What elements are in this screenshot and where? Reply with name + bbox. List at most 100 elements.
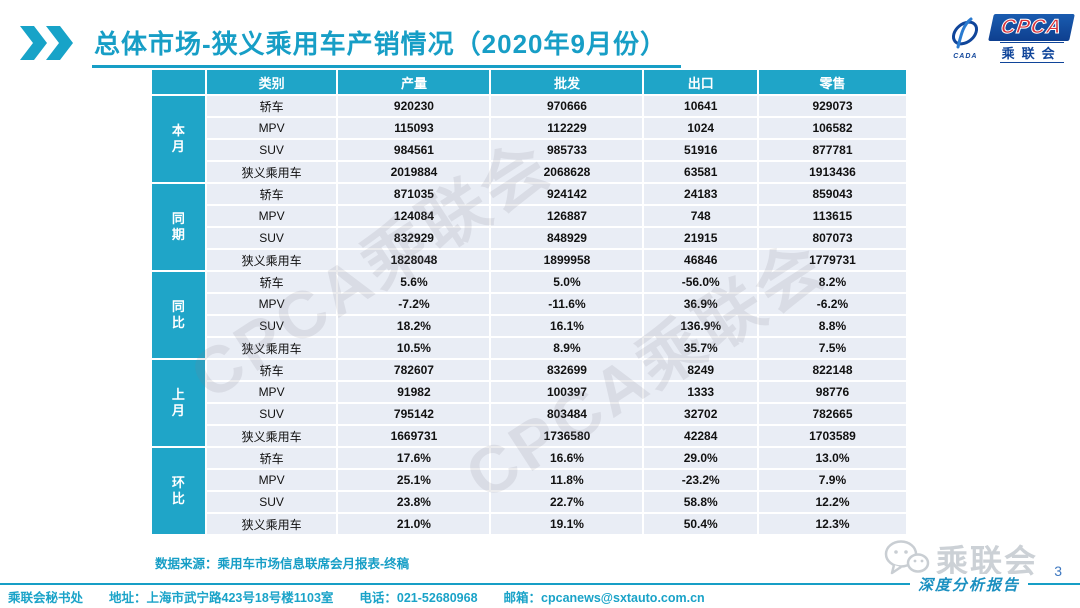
value-cell: 91982: [338, 382, 490, 402]
value-cell: 24183: [644, 184, 757, 204]
cpca-acronym-badge: CPCA: [988, 14, 1075, 41]
footer-org: 乘联会秘书处: [8, 591, 84, 605]
value-cell: 1779731: [758, 250, 906, 270]
value-cell: 5.0%: [491, 272, 643, 292]
value-cell: 98776: [758, 382, 906, 402]
value-cell: 16.1%: [491, 316, 643, 336]
value-cell: 782607: [338, 360, 490, 380]
column-header-wholesale: 批发: [491, 70, 643, 94]
report-series-label: 深度分析报告: [909, 574, 1028, 595]
cpca-acronym: CPCA: [999, 16, 1064, 39]
value-cell: 19.1%: [491, 514, 643, 534]
value-cell: 13.0%: [758, 448, 906, 468]
value-cell: -56.0%: [644, 272, 757, 292]
value-cell: -7.2%: [338, 294, 490, 314]
cpca-emblem-subtext: CADA: [953, 53, 978, 60]
value-cell: 2019884: [338, 162, 490, 182]
table-row: 狭义乘用车 10.5% 8.9% 35.7% 7.5%: [152, 338, 906, 358]
table-row: SUV 832929 848929 21915 807073: [152, 228, 906, 248]
table-row: 同 比轿车 5.6% 5.0% -56.0% 8.2%: [152, 272, 906, 358]
value-cell: 7.5%: [758, 338, 906, 358]
value-cell: 8.2%: [758, 272, 906, 292]
value-cell: 832929: [338, 228, 490, 248]
value-cell: 124084: [338, 206, 490, 226]
page-title: 总体市场-狭义乘用车产销情况（2020年9月份）: [92, 24, 681, 68]
cpca-emblem-icon: CADA: [943, 17, 987, 60]
table-header-row: 类别 产量 批发 出口 零售: [152, 70, 906, 94]
value-cell: 23.8%: [338, 492, 490, 512]
table-corner-cell: [152, 70, 205, 94]
value-cell: 859043: [758, 184, 906, 204]
category-cell: MPV: [206, 294, 337, 314]
value-cell: 1024: [644, 118, 757, 138]
table-row: 本 月轿车 920230 970666 10641 929073: [152, 96, 906, 182]
column-header-category: 类别: [206, 70, 337, 94]
table-row: SUV 984561 985733 51916 877781: [152, 140, 906, 160]
category-cell: SUV: [206, 404, 337, 424]
value-cell: 126887: [491, 206, 643, 226]
footer-phone: 电话：021-52680968: [359, 591, 478, 605]
footer-email: 邮箱：cpcanews@sxtauto.com.cn: [503, 591, 705, 605]
value-cell: 21.0%: [338, 514, 490, 534]
row-group-label-1: 同 期: [152, 184, 205, 270]
table-row: MPV 91982 100397 1333 98776: [152, 382, 906, 402]
cpca-logo: CADA CPCA 乘联会: [943, 14, 1075, 63]
category-cell: 轿车: [206, 360, 337, 380]
category-cell: MPV: [206, 118, 337, 138]
value-cell: 12.3%: [758, 514, 906, 534]
value-cell: 36.9%: [644, 294, 757, 314]
value-cell: 10.5%: [338, 338, 490, 358]
value-cell: 32702: [644, 404, 757, 424]
market-data-table-wrap: 类别 产量 批发 出口 零售 本 月轿车 920230 970666 10641 929…: [150, 68, 908, 536]
value-cell: 832699: [491, 360, 643, 380]
value-cell: 16.6%: [491, 448, 643, 468]
category-cell: 狭义乘用车: [206, 338, 337, 358]
value-cell: 2068628: [491, 162, 643, 182]
value-cell: 1669731: [338, 426, 490, 446]
table-row: SUV 23.8% 22.7% 58.8% 12.2%: [152, 492, 906, 512]
value-cell: 7.9%: [758, 470, 906, 490]
category-cell: MPV: [206, 470, 337, 490]
value-cell: 106582: [758, 118, 906, 138]
column-header-retail: 零售: [758, 70, 906, 94]
data-source-note: 数据来源：乘用车市场信息联席会月报表-终稿: [155, 557, 410, 571]
value-cell: 924142: [491, 184, 643, 204]
value-cell: 807073: [758, 228, 906, 248]
value-cell: 803484: [491, 404, 643, 424]
value-cell: 1333: [644, 382, 757, 402]
value-cell: 100397: [491, 382, 643, 402]
table-row: 狭义乘用车 1828048 1899958 46846 1779731: [152, 250, 906, 270]
footer-contact-bar: 乘联会秘书处 地址：上海市武宁路423号18号楼1103室 电话：021-526…: [0, 583, 1080, 608]
category-cell: MPV: [206, 206, 337, 226]
table-row: MPV -7.2% -11.6% 36.9% -6.2%: [152, 294, 906, 314]
table-row: 狭义乘用车 21.0% 19.1% 50.4% 12.3%: [152, 514, 906, 534]
value-cell: -6.2%: [758, 294, 906, 314]
category-cell: 轿车: [206, 272, 337, 292]
column-header-production: 产量: [338, 70, 490, 94]
value-cell: 8.9%: [491, 338, 643, 358]
value-cell: 113615: [758, 206, 906, 226]
column-header-export: 出口: [644, 70, 757, 94]
table-row: 同 期轿车 871035 924142 24183 859043: [152, 184, 906, 270]
table-row: 狭义乘用车 2019884 2068628 63581 1913436: [152, 162, 906, 182]
value-cell: 8249: [644, 360, 757, 380]
category-cell: SUV: [206, 492, 337, 512]
value-cell: 1899958: [491, 250, 643, 270]
value-cell: 22.7%: [491, 492, 643, 512]
table-row: MPV 124084 126887 748 113615: [152, 206, 906, 226]
table-row: MPV 25.1% 11.8% -23.2% 7.9%: [152, 470, 906, 490]
table-row: 上 月轿车 782607 832699 8249 822148: [152, 360, 906, 446]
table-row: SUV 795142 803484 32702 782665: [152, 404, 906, 424]
row-group-label-3: 上 月: [152, 360, 205, 446]
value-cell: 17.6%: [338, 448, 490, 468]
value-cell: 115093: [338, 118, 490, 138]
category-cell: SUV: [206, 140, 337, 160]
value-cell: 1913436: [758, 162, 906, 182]
value-cell: -23.2%: [644, 470, 757, 490]
table-row: 狭义乘用车 1669731 1736580 42284 1703589: [152, 426, 906, 446]
page-number: 3: [1054, 563, 1062, 579]
category-cell: 狭义乘用车: [206, 514, 337, 534]
value-cell: -11.6%: [491, 294, 643, 314]
category-cell: 狭义乘用车: [206, 426, 337, 446]
